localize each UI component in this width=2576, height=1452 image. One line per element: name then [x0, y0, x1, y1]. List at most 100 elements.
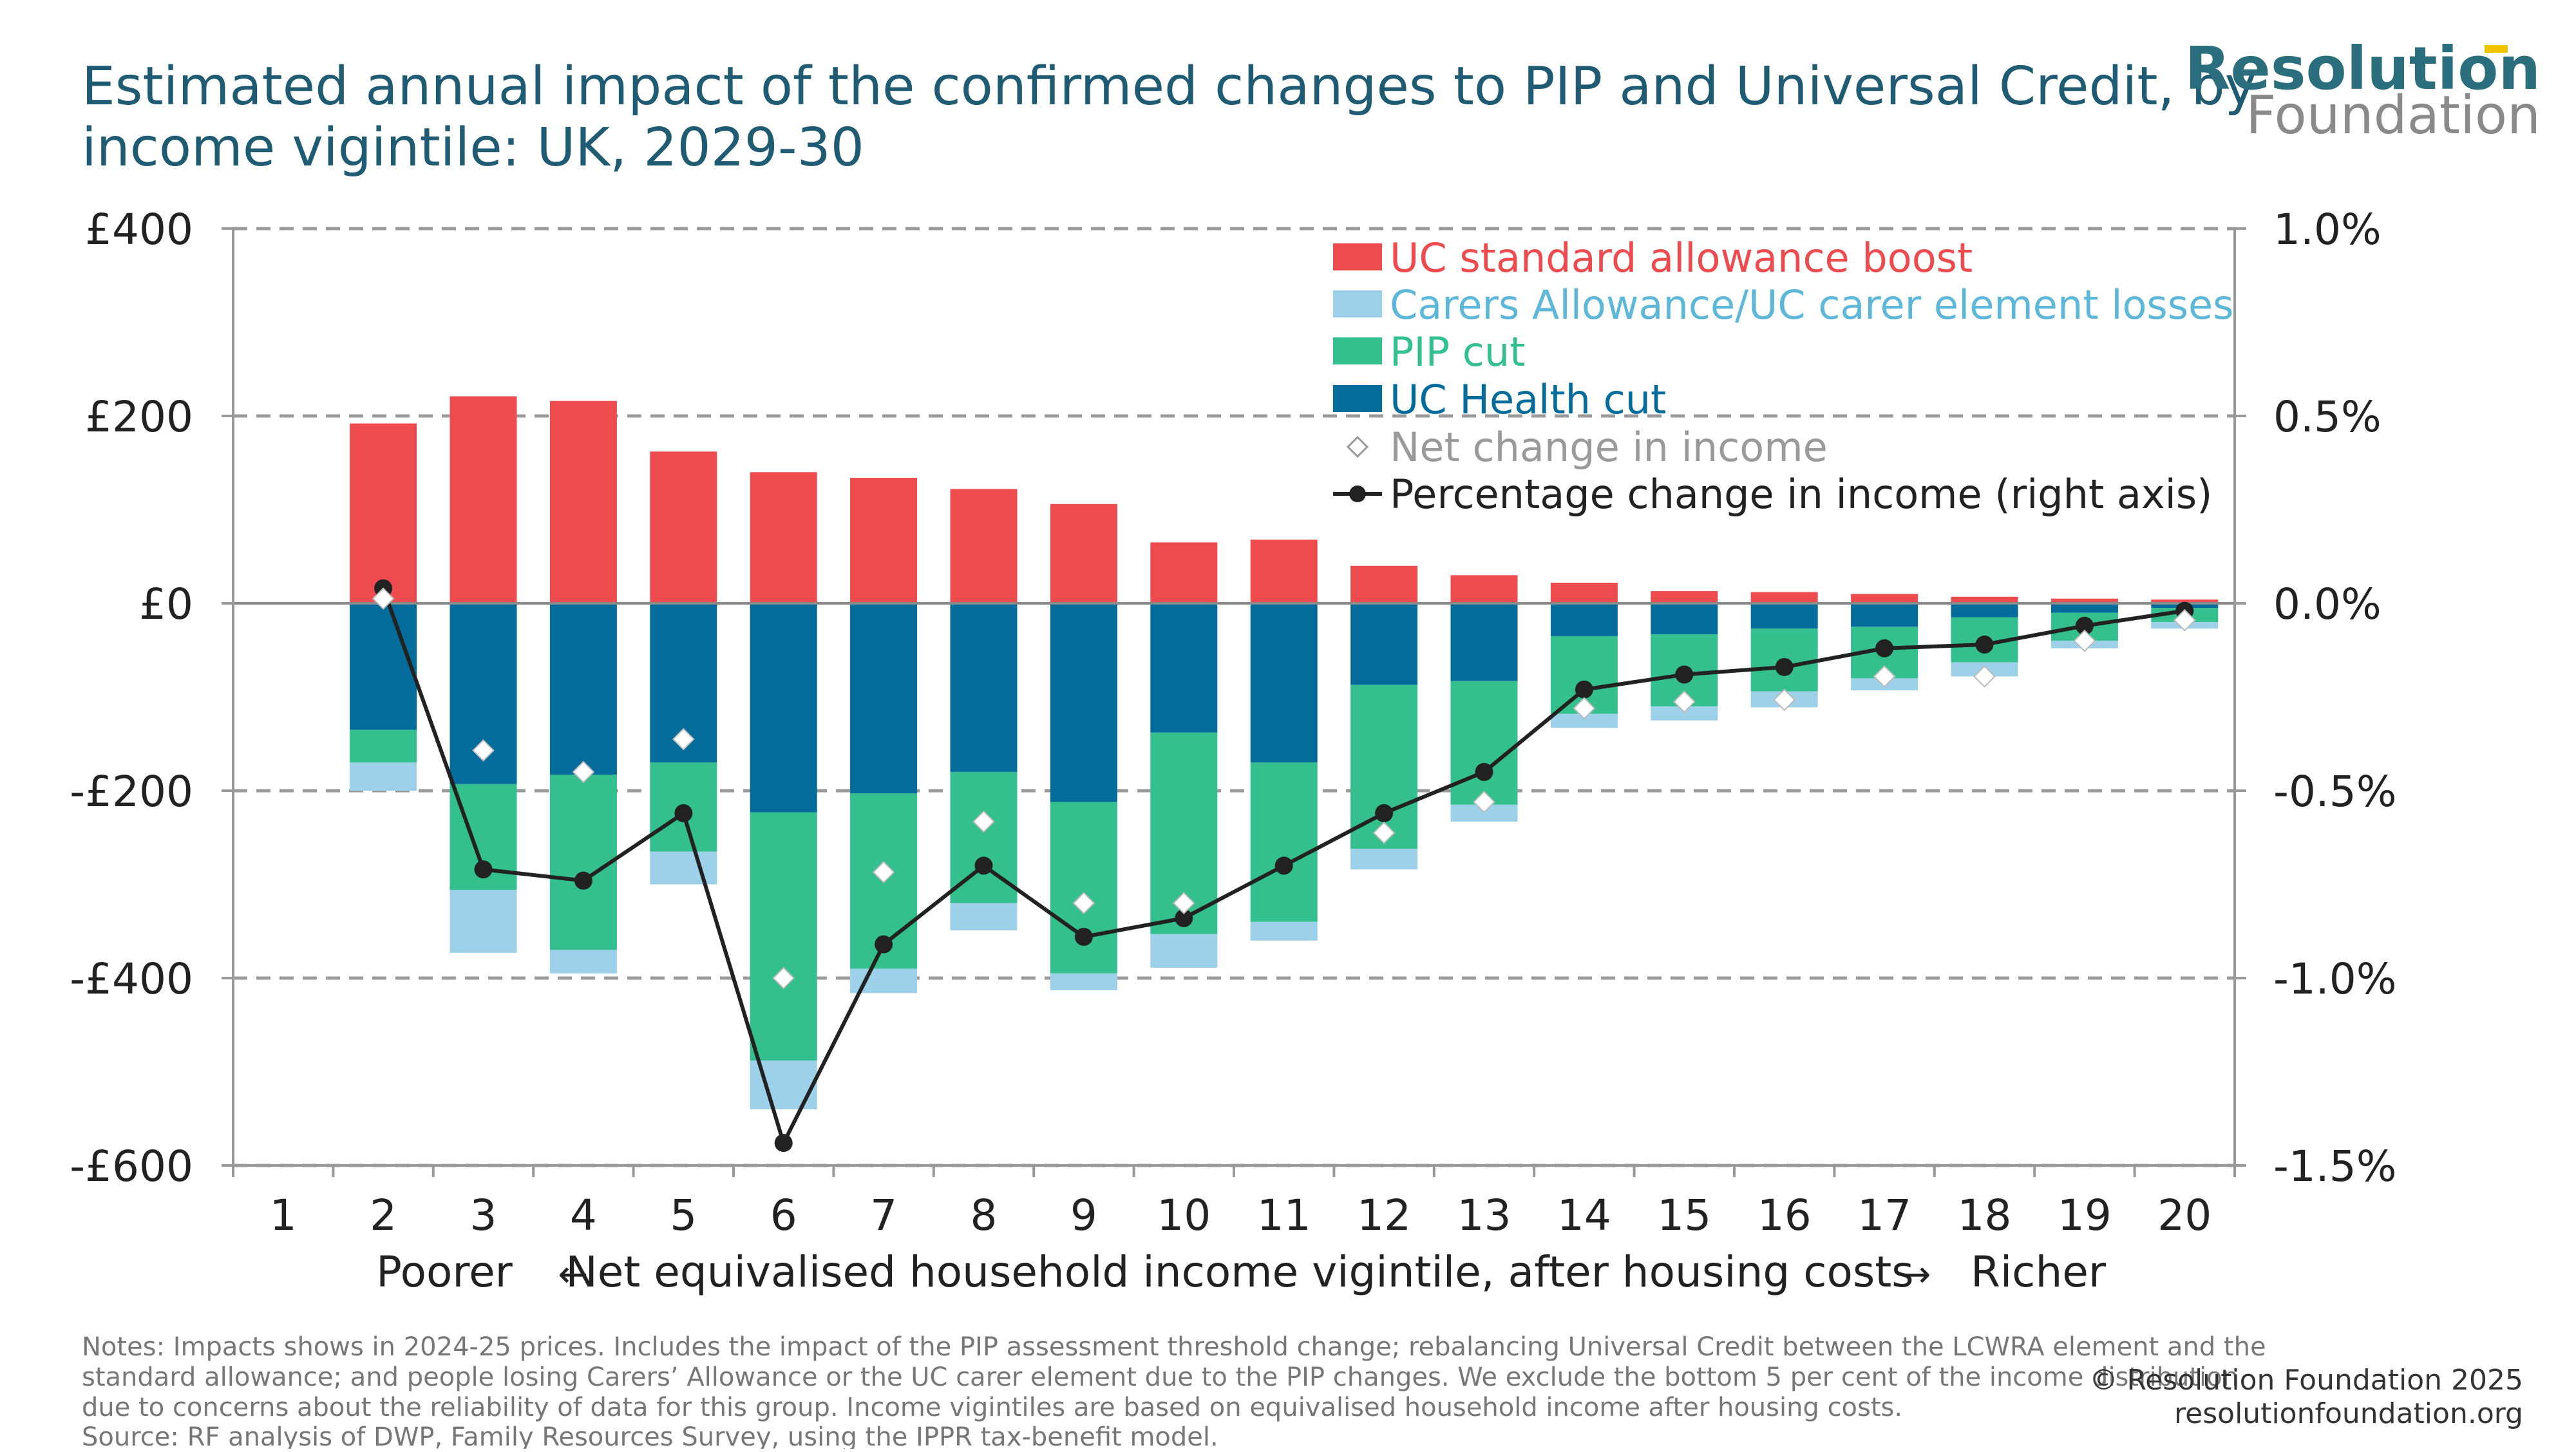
net-change-marker: [1773, 688, 1796, 712]
uc-boost-bar: [650, 451, 717, 603]
uc-health-cut-bar: [1350, 603, 1418, 685]
uc-boost-bar: [1851, 594, 1918, 603]
pip-cut-bar: [549, 775, 617, 950]
uc-health-cut-bar: [1651, 603, 1718, 635]
uc-boost-bar: [549, 401, 617, 603]
percentage-change-point: [1274, 856, 1293, 875]
percentage-change-point: [1775, 657, 1794, 676]
carers-losses-bar: [350, 762, 417, 791]
legend-uc-boost: UC standard allowance boost: [1333, 234, 1973, 281]
legend-label: PIP cut: [1390, 328, 1525, 375]
x-tick-label: 16: [1757, 1191, 1812, 1240]
net-change-marker: [1672, 690, 1696, 713]
chart-title-line2: income vigintile: UK, 2029-30: [82, 117, 864, 178]
x-tick-label: 3: [470, 1191, 497, 1240]
resolution-foundation-logo: Resolution Foundation: [2185, 34, 2541, 146]
uc-boost-bar: [1050, 504, 1117, 603]
uc-health-cut-bar: [1150, 603, 1218, 733]
percentage-change-point: [1074, 927, 1093, 946]
y2-tick-label: 1.0%: [2273, 205, 2382, 254]
x-tick-label: 2: [370, 1191, 397, 1240]
y2-tick-label: 0.0%: [2273, 580, 2382, 629]
uc-health-cut-bar: [750, 603, 817, 813]
carers-losses-bar: [549, 950, 617, 974]
net-change-marker: [1573, 697, 1596, 720]
x-tick-label: 5: [670, 1191, 697, 1240]
logo-accent-mark: [2485, 45, 2508, 53]
x-axis-left-arrow: ←: [558, 1254, 589, 1296]
x-tick-label: 8: [971, 1191, 998, 1240]
uc-boost-bar: [2050, 598, 2118, 603]
uc-health-cut-bar: [1450, 603, 1518, 681]
source-note: Source: RF analysis of DWP, Family Resou…: [82, 1422, 1218, 1449]
x-tick-label: 9: [1070, 1191, 1097, 1240]
net-change-marker: [472, 739, 495, 762]
y-tick-label: -£600: [70, 1142, 193, 1191]
y-tick-label: £0: [139, 580, 193, 629]
uc-boost-bar: [350, 423, 417, 603]
y2-tick-label: -1.5%: [2273, 1142, 2397, 1191]
gridlines: [233, 227, 2235, 1167]
uc-health-cut-bar: [2050, 603, 2118, 613]
net-change-marker: [1172, 892, 1195, 915]
percentage-change-point: [1675, 665, 1694, 684]
percentage-change-point: [1875, 639, 1894, 657]
x-tick-label: 17: [1857, 1191, 1911, 1240]
pip-cut-bar: [750, 812, 817, 1061]
net-change-marker: [1473, 791, 1495, 813]
net-change-markers: [372, 587, 2196, 990]
x-tick-label: 12: [1357, 1191, 1411, 1240]
percentage-change-point: [674, 804, 693, 822]
copyright: © Resolution Foundation 2025: [2090, 1364, 2523, 1397]
y2-tick-label: 0.5%: [2273, 392, 2382, 442]
notes-line1: Notes: Impacts shows in 2024-25 prices. …: [82, 1332, 2266, 1362]
net-change-marker: [1372, 822, 1396, 844]
net-change-marker: [572, 760, 595, 784]
uc-boost-bar: [1750, 592, 1818, 603]
uc-health-cut-bar: [1851, 603, 1918, 627]
carers-losses-bar: [650, 851, 717, 885]
x-tick-label: 14: [1557, 1191, 1611, 1240]
uc-boost-bar: [950, 489, 1018, 603]
legend-point-icon: [1349, 486, 1366, 502]
uc-health-cut-bar: [1250, 603, 1318, 763]
legend-swatch: [1333, 243, 1382, 270]
legend-swatch: [1333, 290, 1382, 317]
x-tick-label: 18: [1958, 1191, 2012, 1240]
percentage-change-point: [2075, 616, 2094, 635]
uc-health-cut-bar: [1550, 603, 1618, 636]
x-axis-label-richer: Richer: [1971, 1247, 2107, 1297]
uc-boost-bar: [1450, 575, 1518, 603]
logo-wordmark-line2: Foundation: [2246, 85, 2541, 146]
percentage-change-point: [474, 860, 493, 879]
legend-net-change: Net change in income: [1346, 424, 1828, 471]
net-change-marker: [2073, 629, 2096, 652]
legend-marker-icon: [1346, 435, 1369, 458]
legend-label: UC standard allowance boost: [1390, 234, 1973, 281]
uc-boost-bar: [1350, 565, 1418, 603]
net-change-marker: [872, 861, 895, 883]
legend-swatch: [1333, 337, 1382, 364]
uc-health-cut-bar: [950, 603, 1018, 772]
pip-cut-bar: [1250, 762, 1318, 922]
notes-line3: due to concerns about the reliability of…: [82, 1393, 1902, 1422]
net-change-marker: [372, 587, 395, 610]
legend-swatch: [1333, 385, 1382, 412]
x-axis-right-arrow: →: [1901, 1254, 1931, 1296]
legend-percentage-change: Percentage change in income (right axis): [1333, 471, 2212, 518]
uc-boost-bar: [850, 478, 918, 603]
percentage-change-point: [1375, 804, 1394, 822]
legend-label: Net change in income: [1390, 424, 1828, 471]
bar-series: [350, 396, 2219, 1109]
uc-boost-bar: [1150, 542, 1218, 603]
percentage-line-series: [374, 579, 2194, 1153]
net-change-marker: [2173, 608, 2196, 632]
y-tick-label: -£400: [70, 954, 193, 1004]
x-tick-label: 10: [1157, 1191, 1211, 1240]
y-tick-label: -£200: [70, 767, 193, 816]
uc-boost-bar: [1550, 582, 1618, 603]
percentage-change-point: [1575, 680, 1593, 699]
website: resolutionfoundation.org: [2174, 1397, 2523, 1430]
